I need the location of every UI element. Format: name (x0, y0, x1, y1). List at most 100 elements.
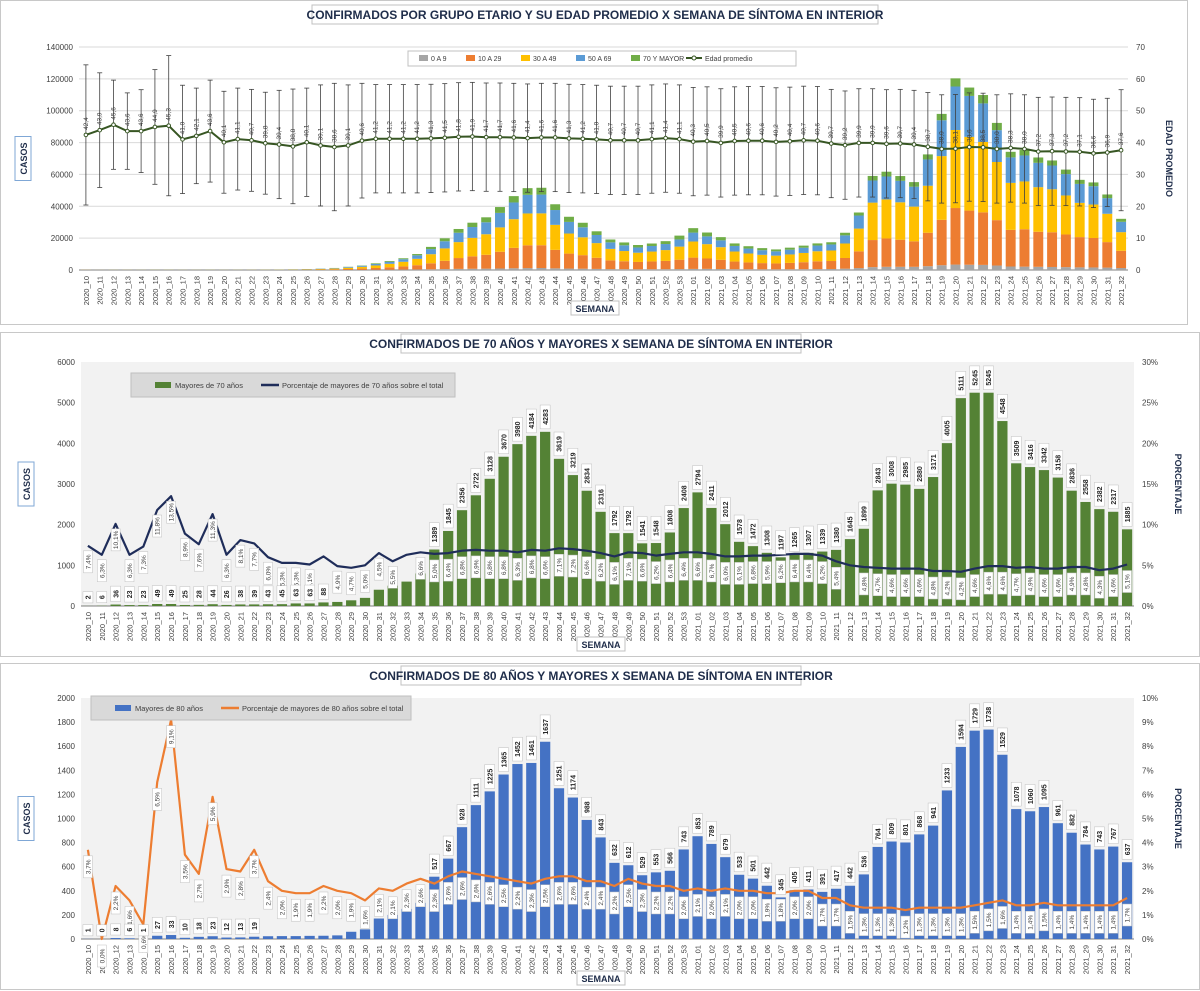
x-tick-label: 2021_04 (731, 276, 740, 305)
value-label-group: 1845 (443, 504, 453, 528)
percentage-label-group: 6,8% (458, 557, 467, 579)
x-tick-label: 2020_50 (638, 612, 647, 641)
percentage-label: 2,6% (570, 886, 577, 901)
bar-segment (661, 241, 671, 244)
percentage-label: 2,2% (113, 895, 120, 910)
average-age-label: 40,6 (814, 123, 821, 136)
percentage-label: 2,0% (806, 900, 813, 915)
value-label-group: 4005 (942, 416, 952, 440)
percentage-label-group: 2,6% (485, 882, 494, 904)
y2-tick-label: 10 (1136, 234, 1145, 243)
average-age-point (664, 136, 668, 140)
bar-segment (840, 243, 850, 257)
average-age-point (816, 139, 820, 143)
bar-segment (812, 269, 822, 270)
percentage-label: 6,8% (501, 560, 508, 575)
bar-segment (592, 243, 602, 258)
percentage-label: 1,6% (1000, 910, 1007, 925)
value-label: 1225 (487, 769, 494, 785)
average-age-label: 37,1 (1077, 134, 1084, 147)
bar-segment (509, 202, 519, 219)
value-label-group: 36 (111, 586, 121, 601)
value-label: 2834 (584, 468, 591, 484)
percentage-label: 7,6% (196, 553, 203, 568)
value-label-group: 2408 (679, 481, 689, 505)
value-label-group: 2843 (873, 464, 883, 488)
value-label: 501 (751, 860, 758, 872)
x-tick-label: 2020_36 (441, 276, 450, 305)
x-axis-title: SEMANA (581, 640, 621, 650)
value-label: 345 (778, 879, 785, 891)
percentage-label-group: 5,4% (832, 567, 841, 589)
value-label-group: 3158 (1053, 451, 1063, 475)
value-label-group: 679 (720, 835, 730, 855)
bar-segment (426, 269, 436, 270)
x-tick-label: 2020_41 (510, 276, 519, 305)
value-label-group: 1452 (512, 737, 522, 761)
percentage-label: 4,6% (889, 578, 896, 593)
average-age-label: 40,6 (745, 123, 752, 136)
bar (512, 444, 522, 606)
bar (498, 457, 508, 606)
bar (263, 936, 273, 939)
percentage-label-group: 6,2% (596, 559, 605, 581)
bar-segment (343, 268, 353, 269)
value-label-group: 1233 (942, 764, 952, 788)
average-age-label: 39,9 (856, 125, 863, 138)
value-label: 27 (155, 921, 162, 929)
average-age-label: 38,0 (994, 131, 1001, 144)
value-label-group: 411 (803, 867, 813, 887)
value-label-group: 8 (111, 924, 121, 935)
y-tick-label: 4000 (57, 439, 75, 448)
percentage-label: 6,6% (418, 561, 425, 576)
percentage-label: 1,4% (1111, 915, 1118, 930)
value-label-group: 1529 (997, 728, 1007, 752)
bar-segment (923, 266, 933, 270)
value-label-group: 0 (97, 925, 107, 936)
x-tick-label: 2021_31 (1109, 945, 1118, 974)
percentage-label-group: 1,3% (915, 914, 924, 936)
bar (498, 775, 508, 939)
x-tick-label: 2021_04 (735, 945, 744, 974)
value-label: 1738 (986, 707, 993, 723)
bar (360, 929, 370, 939)
y-tick-label: 200 (62, 911, 76, 920)
x-tick-label: 2020_25 (292, 612, 301, 641)
bar-segment (757, 255, 767, 263)
percentage-label: 2,0% (737, 900, 744, 915)
percentage-label: 2,0% (335, 900, 342, 915)
bar-segment (1116, 222, 1126, 232)
bar-segment (716, 240, 726, 247)
x-tick-label: 2021_21 (971, 945, 980, 974)
average-age-point (843, 143, 847, 147)
value-label-group: 566 (665, 848, 675, 868)
bar-segment (495, 207, 505, 213)
average-age-label: 41,3 (428, 120, 435, 133)
x-tick-label: 2021_26 (1034, 276, 1043, 305)
bar-segment (633, 247, 643, 252)
average-age-point (691, 140, 695, 144)
x-axis-title: SEMANA (581, 974, 621, 984)
x-tick-label: 2020_53 (675, 276, 684, 305)
value-label: 442 (848, 867, 855, 879)
value-label: 63 (293, 589, 300, 597)
x-tick-label: 2021_01 (694, 945, 703, 974)
value-label: 417 (834, 870, 841, 882)
value-label-group: 868 (914, 812, 924, 832)
bar-segment (550, 210, 560, 225)
legend-swatch (419, 55, 428, 61)
value-label-group: 5245 (984, 366, 994, 390)
x-tick-label: 2020_43 (537, 276, 546, 305)
bar-segment (371, 264, 381, 265)
x-tick-label: 2021_16 (901, 612, 910, 641)
percentage-label: 2,3% (432, 893, 439, 908)
average-age-point (181, 138, 185, 142)
bar-segment (799, 253, 809, 262)
bar-segment (578, 269, 588, 270)
y2-tick-label: 30 (1136, 170, 1145, 179)
x-tick-label: 2020_44 (555, 612, 564, 641)
bar-segment (412, 269, 422, 270)
value-label-group: 1 (138, 925, 148, 936)
y2-tick-label: 5% (1142, 815, 1154, 824)
percentage-label: 1,3% (958, 917, 965, 932)
